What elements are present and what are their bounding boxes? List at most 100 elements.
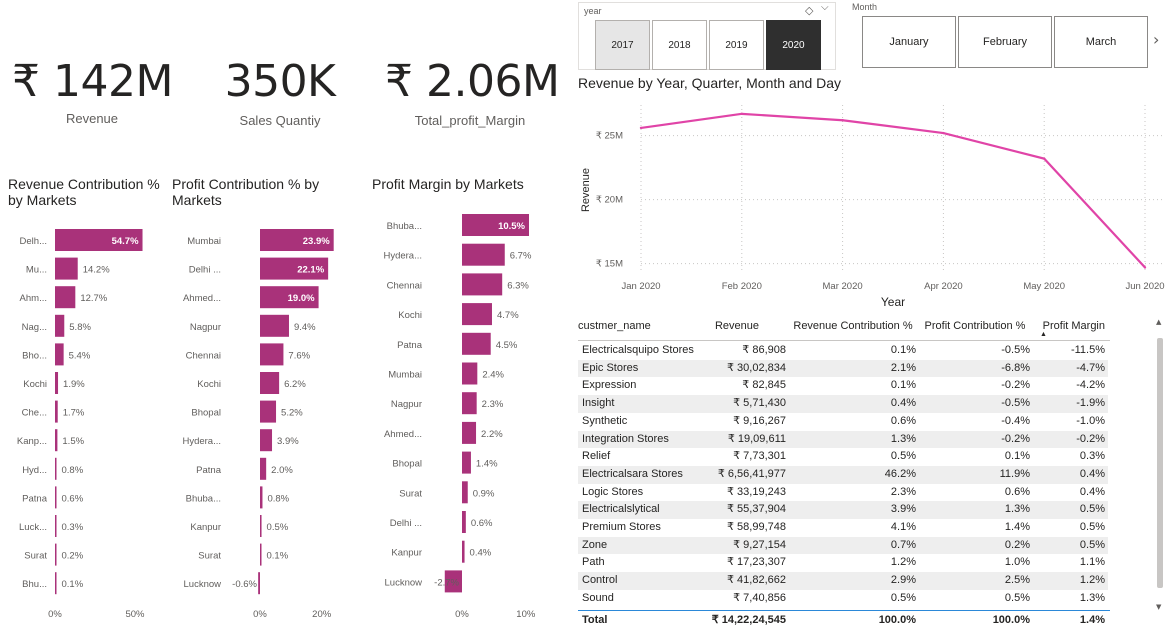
sort-ascending-icon[interactable]: ▲ [1040, 331, 1047, 338]
table-cell: Expression [582, 379, 637, 392]
year-tile-2017[interactable]: 2017 [595, 20, 650, 70]
bar [462, 421, 477, 444]
year-tile-2018[interactable]: 2018 [652, 20, 707, 70]
bar [55, 257, 78, 280]
table-cell: ₹ 7,73,301 [733, 450, 786, 463]
table-scrollbar[interactable]: ▲ ▼ [1155, 318, 1165, 614]
bar [55, 400, 58, 423]
bar-category-label: Kanpur [190, 522, 221, 533]
table-row[interactable]: Logic Stores ₹ 33,19,243 2.3% 0.6% 0.4% [578, 484, 1108, 502]
scroll-up-icon[interactable]: ▲ [1156, 318, 1162, 326]
table-row[interactable]: Synthetic ₹ 9,16,267 0.6% -0.4% -1.0% [578, 413, 1108, 431]
table-cell: custmer_name [578, 320, 651, 332]
table-cell: -0.5% [1001, 397, 1030, 410]
bar [462, 540, 465, 563]
month-tile-february[interactable]: February [958, 16, 1052, 68]
table-cell: 0.1% [890, 344, 916, 356]
x-axis-title: Year [881, 295, 905, 309]
scroll-thumb[interactable] [1157, 338, 1163, 588]
bar [258, 572, 260, 595]
y-axis-title: Revenue [580, 168, 592, 212]
bar-category-label: Mumbai [187, 236, 221, 247]
bar [462, 481, 468, 504]
scroll-down-icon[interactable]: ▼ [1156, 603, 1162, 611]
bar [55, 543, 57, 566]
table-cell: 2.3% [890, 485, 916, 498]
month-tile-march[interactable]: March [1054, 16, 1148, 68]
table-row[interactable]: Integration Stores ₹ 19,09,611 1.3% -0.2% -0… [578, 430, 1108, 449]
bar-category-label: Delhi ... [390, 518, 422, 529]
year-tile-2020[interactable]: 2020 [766, 20, 821, 70]
bar-data-label: 10.5% [498, 221, 525, 232]
bar-category-label: Ahm... [20, 293, 47, 304]
table-cell: 1.4% [1004, 521, 1030, 533]
data-point [841, 119, 844, 122]
bar [462, 511, 466, 533]
table-row[interactable]: Electricalslytical ₹ 55,37,904 3.9% 1.3% 0.5… [578, 501, 1108, 519]
bar-data-label: 7.6% [288, 350, 310, 361]
table-row[interactable]: Premium Stores ₹ 58,99,748 4.1% 1.4% 0.5% [578, 519, 1108, 537]
bar-data-label: 5.8% [69, 322, 91, 333]
bar [55, 286, 76, 309]
bar-data-label: 2.0% [271, 465, 293, 476]
table-cell: 0.4% [1079, 485, 1105, 498]
table-row[interactable]: Insight ₹ 5,71,430 0.4% -0.5% -1.9% [578, 395, 1108, 413]
bar-category-label: Patna [196, 465, 222, 476]
bar-data-label: 3.9% [277, 436, 299, 447]
x-tick-label: 10% [516, 609, 536, 620]
data-point [639, 126, 643, 130]
chevron-right-icon[interactable]: › [1153, 30, 1160, 49]
table-total-row[interactable]: Total ₹ 14,22,24,545 100.0% 100.0% 1.4% [578, 612, 1108, 630]
table-row[interactable]: Sound ₹ 7,40,856 0.5% 0.5% 1.3% [578, 590, 1108, 608]
table-row[interactable]: Path ₹ 17,23,307 1.2% 1.0% 1.1% [578, 554, 1108, 572]
bar-category-label: Kochi [197, 379, 221, 390]
chevron-down-icon[interactable]: ⌵ [821, 2, 829, 13]
table-row[interactable]: Electricalsara Stores ₹ 6,56,41,977 46.2% 1… [578, 465, 1108, 484]
bar-chart-revenue-contribution: Delh... 54.7% Mu... 14.2% Ahm... 12.7% Nag... 5… [17, 229, 145, 620]
table-header[interactable]: custmer_name Revenue Revenue Contribution … [578, 318, 1108, 338]
table-cell: 0.1% [890, 379, 916, 392]
table-row[interactable]: Zone ₹ 9,27,154 0.7% 0.2% 0.5% [578, 536, 1108, 555]
year-tile-2019[interactable]: 2019 [709, 20, 764, 70]
bar-data-label: 9.4% [294, 322, 316, 333]
month-tile-january[interactable]: January [862, 16, 956, 68]
table-cell: ₹ 6,56,41,977 [717, 467, 786, 480]
bar [260, 257, 329, 280]
table-cell: Zone [582, 538, 608, 551]
table-cell: 2.9% [890, 574, 916, 587]
table-cell: -0.2% [1001, 432, 1030, 445]
table-row[interactable]: Relief ₹ 7,73,301 0.5% 0.1% 0.3% [578, 448, 1108, 466]
bar [260, 457, 267, 480]
table-cell: ₹ 41,82,662 [727, 574, 786, 587]
table-row[interactable]: Electricalsquipo Stores ₹ 86,908 0.1% -0.5%… [578, 342, 1108, 360]
table-cell: Profit Contribution % [924, 320, 1026, 332]
bar [55, 515, 57, 537]
chart-title-profit-contribution: Profit Contribution % by Markets [172, 176, 320, 208]
bar-category-label: Chennai [186, 350, 221, 361]
table-cell: ₹ 30,02,834 [727, 361, 786, 374]
bar-data-label: 54.7% [112, 236, 139, 247]
table-row[interactable]: Expression ₹ 82,845 0.1% -0.2% -4.2% [578, 377, 1108, 395]
bar-data-label: 23.9% [303, 236, 330, 247]
table-row[interactable]: Control ₹ 41,82,662 2.9% 2.5% 1.2% [578, 572, 1108, 590]
bar-category-label: Nagpur [190, 322, 221, 333]
table-header-divider [578, 340, 1110, 341]
table-cell: Synthetic [582, 414, 628, 427]
table-cell: 11.9% [999, 467, 1030, 480]
bar-category-label: Ahmed... [183, 293, 221, 304]
year-slicer-title: year [584, 6, 602, 16]
table-row[interactable]: Epic Stores ₹ 30,02,834 2.1% -6.8% -4.7% [578, 359, 1108, 378]
data-point [740, 112, 743, 116]
table-cell: Electricalslytical [582, 503, 660, 516]
x-tick-label: Jun 2020 [1125, 281, 1164, 292]
eraser-icon[interactable]: ◇ [805, 4, 814, 17]
bar [462, 243, 505, 266]
kpi-revenue-label: Revenue [65, 111, 119, 126]
table-cell: 2.5% [1004, 574, 1030, 587]
table-cell: -1.9% [1076, 397, 1105, 410]
table-cell: 0.3% [1079, 450, 1105, 463]
bar [260, 429, 273, 452]
month-slicer-title: Month [852, 2, 878, 12]
bar-data-label: 4.7% [497, 310, 519, 321]
bar-data-label: 0.3% [62, 522, 84, 533]
